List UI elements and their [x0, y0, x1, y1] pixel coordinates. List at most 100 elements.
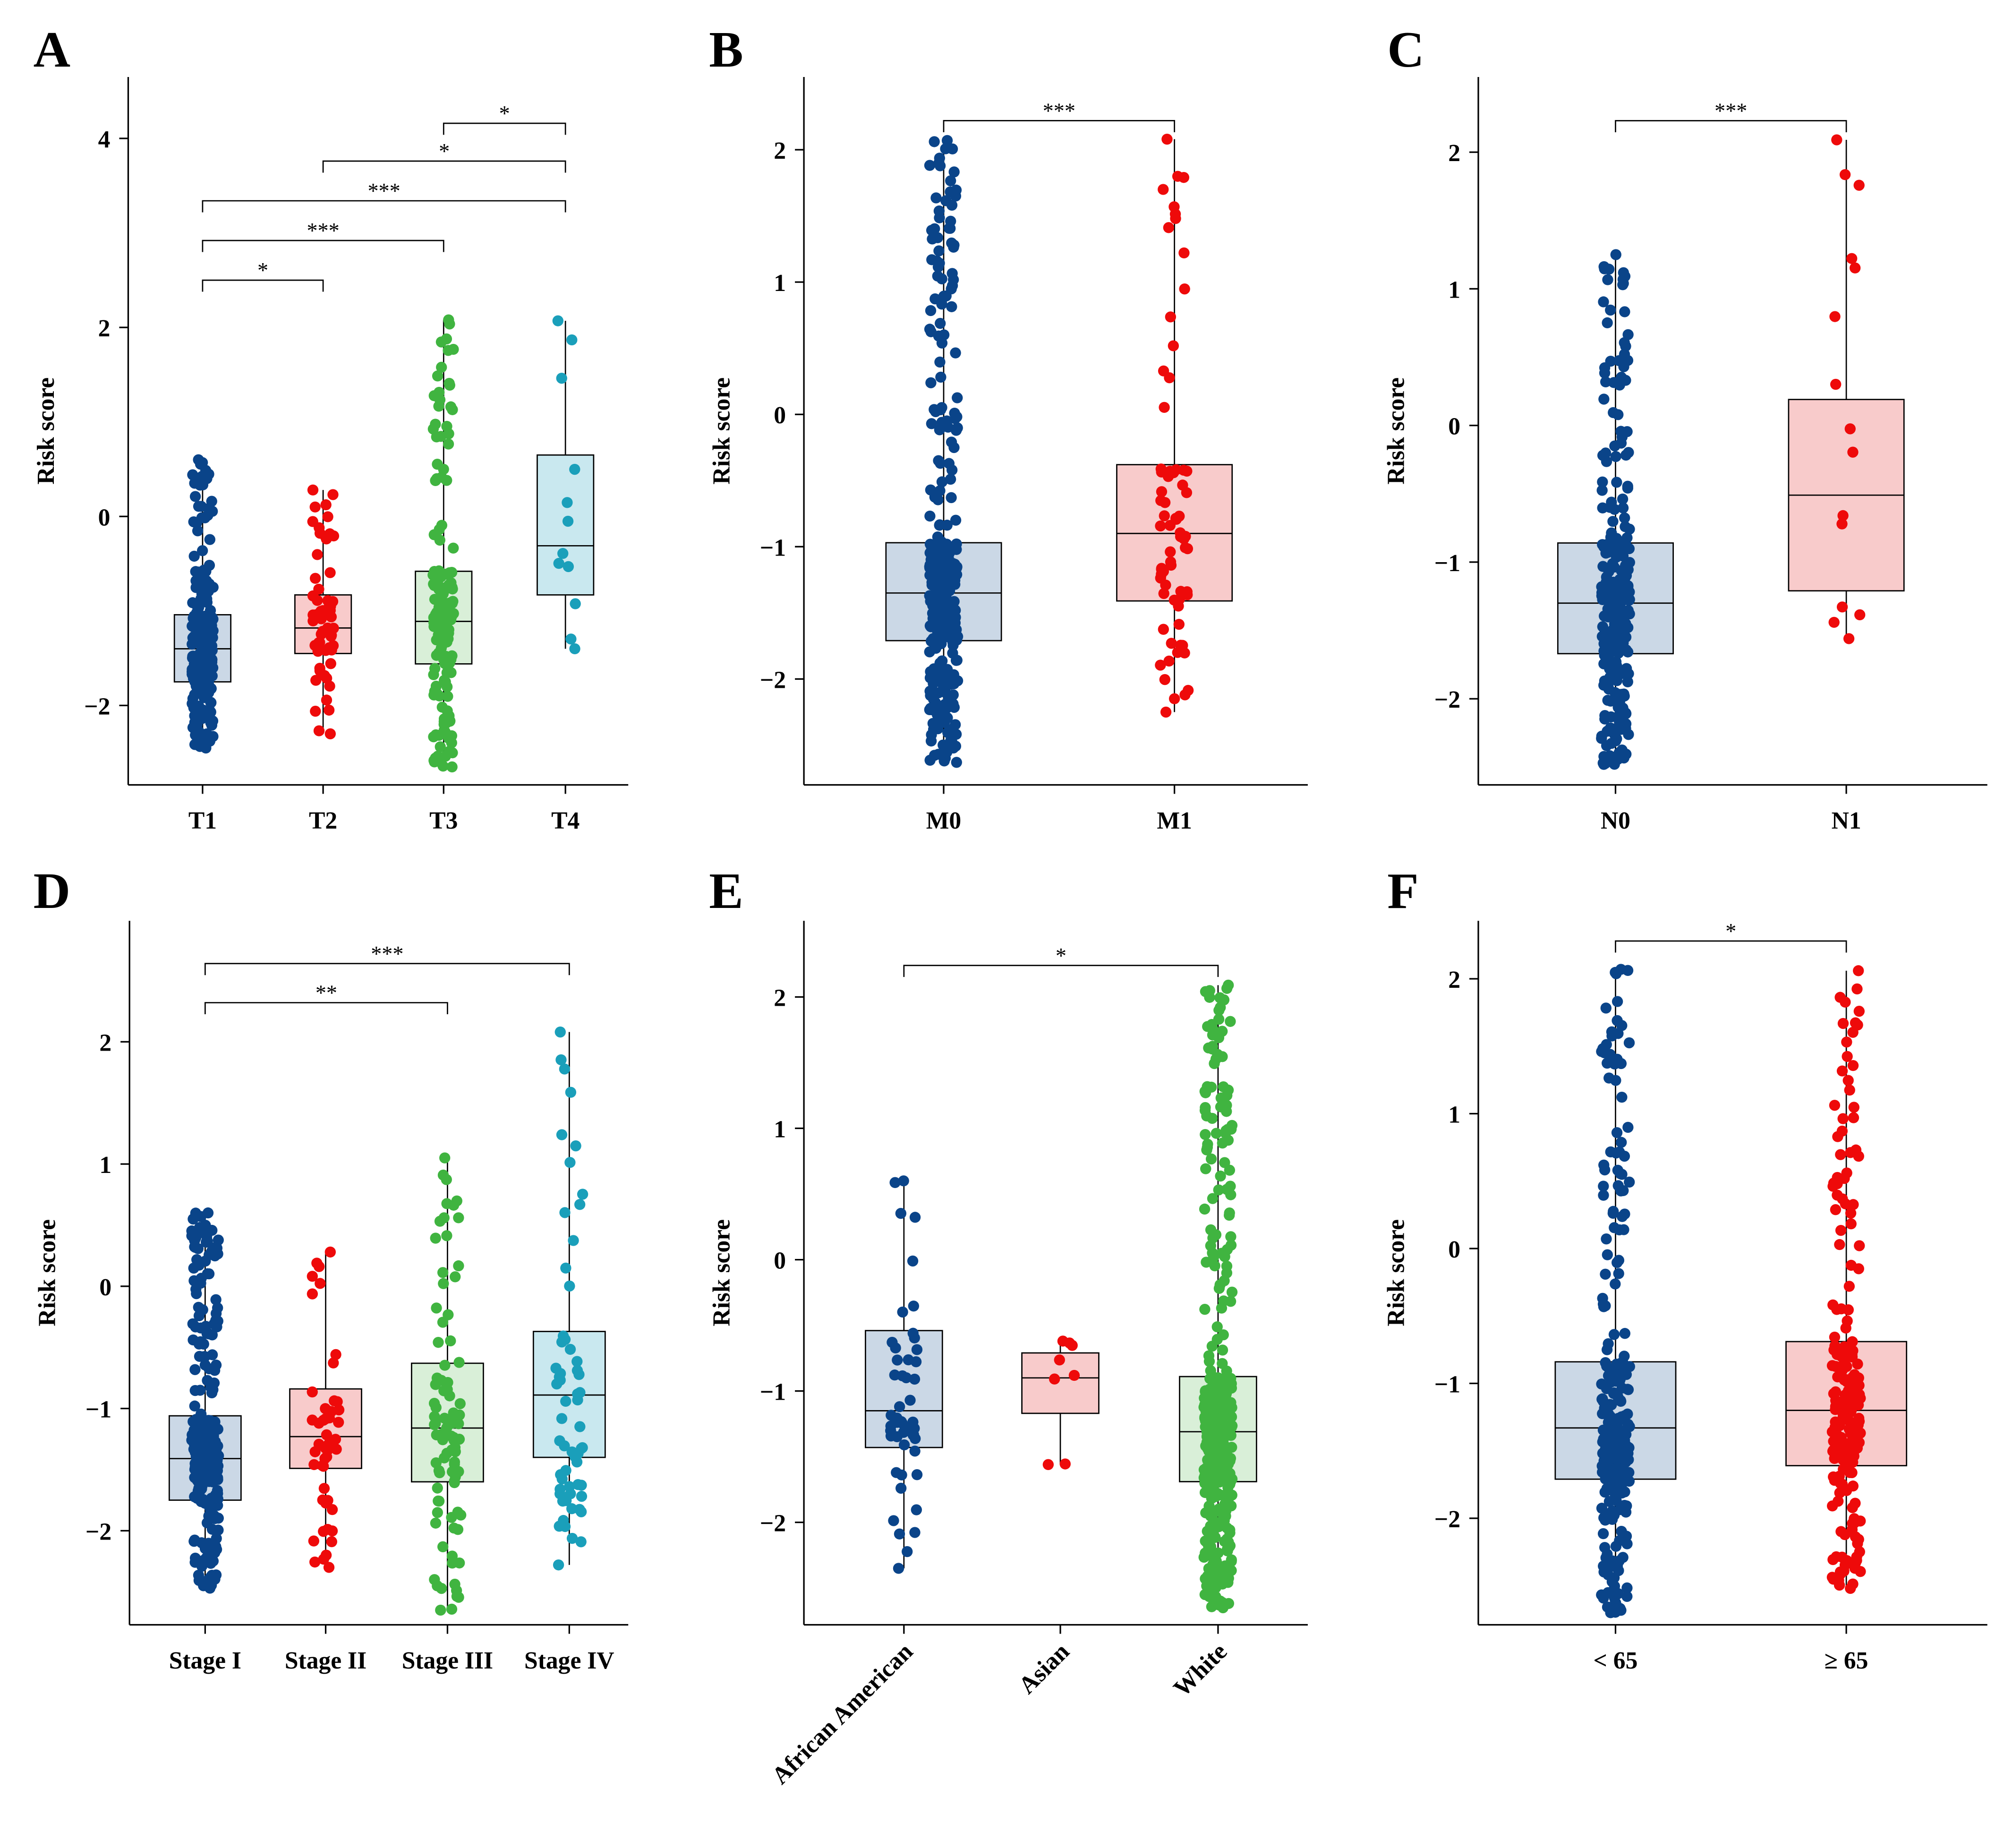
data-point	[1596, 1503, 1608, 1514]
data-point	[1601, 456, 1612, 467]
data-point	[1850, 1144, 1862, 1156]
data-point	[1847, 1060, 1859, 1071]
data-point	[1852, 1538, 1863, 1549]
data-point	[308, 1535, 319, 1547]
x-tick-label: T1	[188, 807, 217, 834]
data-point	[570, 598, 581, 609]
data-point	[1054, 1354, 1065, 1366]
data-point	[1612, 1257, 1623, 1268]
y-tick-label: 0	[1448, 413, 1460, 440]
data-point	[428, 731, 439, 743]
data-point	[1225, 1231, 1237, 1242]
data-point	[437, 1169, 449, 1181]
data-point	[1207, 1232, 1219, 1244]
data-point	[307, 1271, 318, 1282]
data-point	[924, 324, 936, 335]
data-point	[907, 1327, 919, 1339]
data-point	[213, 1513, 224, 1524]
significance-label: *	[499, 102, 510, 126]
data-point	[556, 1129, 568, 1140]
data-point	[203, 1443, 215, 1454]
data-point	[324, 1246, 336, 1258]
data-point	[1221, 983, 1233, 994]
data-point	[211, 1242, 223, 1254]
box-group-1	[1116, 133, 1233, 718]
significance-bracket	[1615, 120, 1847, 132]
data-point	[935, 577, 946, 589]
data-point	[564, 1157, 576, 1168]
data-point	[199, 1359, 211, 1371]
data-point	[1611, 675, 1623, 686]
x-tick-label: N0	[1601, 807, 1630, 834]
data-point	[318, 1483, 330, 1494]
data-point	[188, 1536, 200, 1547]
data-point	[189, 1241, 200, 1253]
data-point	[203, 1510, 214, 1522]
data-point	[1199, 1304, 1211, 1315]
data-point	[187, 1429, 199, 1440]
data-point	[1843, 1281, 1855, 1292]
data-point	[1623, 1176, 1635, 1188]
data-point	[1224, 1164, 1236, 1176]
data-point	[308, 1459, 320, 1471]
data-point	[1600, 447, 1612, 459]
data-point	[442, 691, 453, 702]
data-point	[1828, 1344, 1840, 1356]
y-tick-label: 2	[99, 1029, 111, 1056]
y-tick-label: 4	[98, 126, 111, 153]
data-point	[559, 1207, 571, 1218]
data-point	[1843, 633, 1855, 644]
data-point	[433, 629, 444, 641]
data-point	[330, 1434, 341, 1445]
data-point	[307, 484, 319, 496]
panel-c: C Risk score 2 1 0 −1 −2 N0 N1 ***	[1383, 21, 1987, 834]
data-point	[328, 1357, 339, 1369]
data-point	[1618, 752, 1629, 764]
data-point	[945, 735, 956, 746]
data-point	[907, 1416, 919, 1428]
data-point	[1172, 171, 1184, 182]
data-point	[1608, 407, 1619, 419]
data-point	[1837, 1113, 1849, 1124]
box-group-2	[1179, 979, 1257, 1614]
x-tick-label: M1	[1157, 807, 1192, 834]
data-point	[909, 1527, 921, 1538]
data-point	[1207, 1044, 1218, 1055]
data-point	[898, 1175, 909, 1187]
data-point	[938, 703, 950, 715]
data-point	[307, 615, 319, 627]
data-point	[1156, 564, 1167, 575]
data-point	[1042, 1459, 1054, 1471]
data-point	[1203, 1500, 1215, 1512]
data-point	[557, 548, 569, 559]
data-point	[1213, 1184, 1224, 1196]
data-point	[1156, 486, 1168, 497]
data-point	[1610, 1278, 1621, 1290]
data-point	[1180, 530, 1191, 542]
data-point	[333, 1404, 345, 1416]
y-tick-label: −1	[1434, 550, 1460, 577]
data-point	[924, 569, 936, 581]
x-tick-label: White	[1168, 1638, 1232, 1702]
data-point	[1602, 317, 1613, 329]
data-point	[1602, 1549, 1613, 1560]
data-point	[202, 649, 213, 660]
data-point	[1609, 440, 1620, 452]
y-tick-label: 0	[774, 402, 786, 429]
data-point	[1602, 1057, 1613, 1069]
data-point	[1844, 1084, 1855, 1096]
data-point	[1178, 247, 1190, 259]
data-point	[1842, 1075, 1854, 1086]
significance-label: *	[439, 139, 450, 163]
data-point	[562, 497, 573, 508]
data-point	[927, 554, 938, 565]
data-point	[1841, 1350, 1852, 1361]
data-point	[1614, 1374, 1626, 1385]
data-point	[429, 685, 440, 697]
data-point	[1830, 378, 1842, 390]
data-point	[1208, 1515, 1219, 1527]
data-point	[197, 479, 209, 491]
data-point	[1854, 609, 1866, 621]
data-point	[1619, 1328, 1630, 1339]
data-point	[448, 1407, 459, 1419]
